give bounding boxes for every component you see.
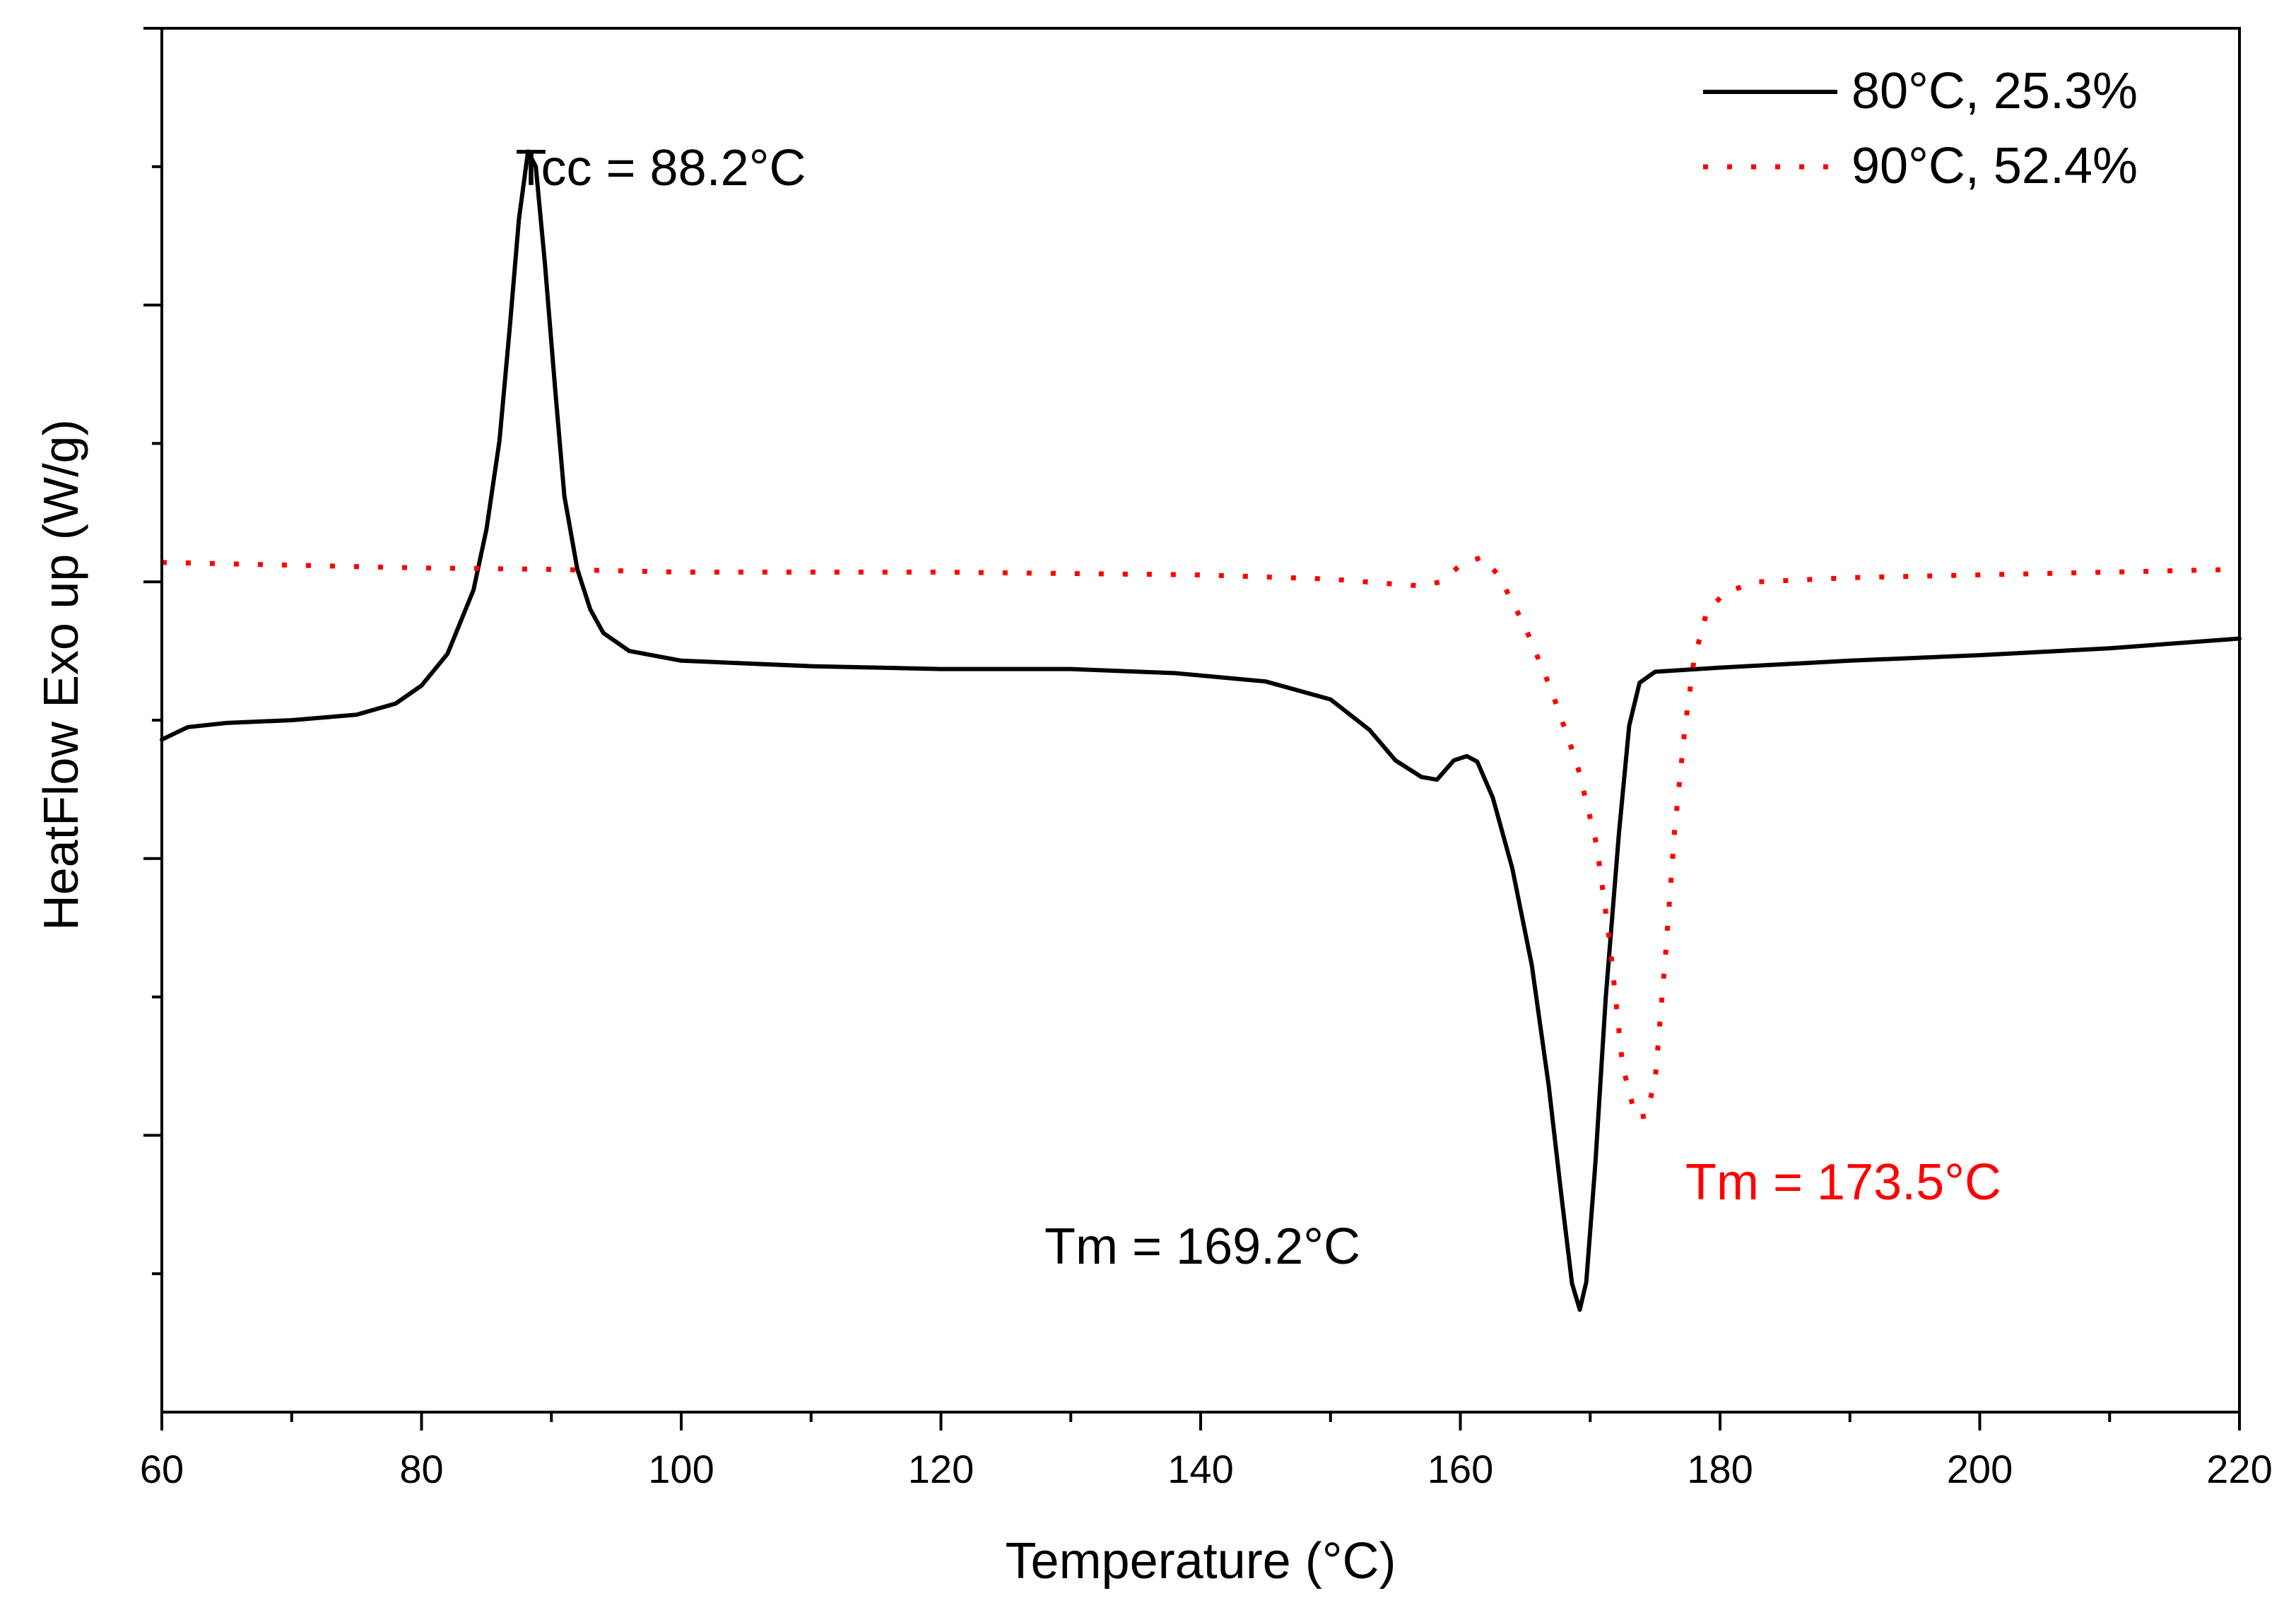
annotations: Tcc = 88.2°C Tm = 169.2°C Tm = 173.5°C (516, 140, 2001, 1275)
x-tick-label: 60 (140, 1447, 184, 1491)
legend: 80°C, 25.3% 90°C, 52.4% (1703, 63, 2138, 194)
annotation-tm-80: Tm = 169.2°C (1044, 1218, 1360, 1275)
x-tick-label: 80 (399, 1447, 443, 1491)
y-axis (143, 27, 162, 1276)
x-tick-label: 180 (1687, 1447, 1753, 1491)
annotation-tcc: Tcc = 88.2°C (516, 140, 806, 196)
x-tick-label: 120 (908, 1447, 974, 1491)
series-layer (160, 149, 2242, 1312)
series-line-solid-80c (160, 149, 2242, 1312)
x-axis-label: Temperature (°C) (1006, 1533, 1396, 1590)
x-tick-label: 160 (1427, 1447, 1493, 1491)
x-axis: 60 80 100 120 140 160 180 200 220 (140, 1412, 2273, 1491)
x-tick-label: 100 (648, 1447, 714, 1491)
annotation-tm-90: Tm = 173.5°C (1685, 1154, 2001, 1211)
legend-label-80: 80°C, 25.3% (1851, 63, 2138, 119)
x-tick-label: 200 (1947, 1447, 2013, 1491)
x-tick-label: 220 (2206, 1447, 2272, 1491)
y-axis-label: HeatFlow Exo up (W/g) (33, 419, 88, 931)
legend-label-90: 90°C, 52.4% (1851, 138, 2138, 194)
x-tick-label: 140 (1167, 1447, 1233, 1491)
